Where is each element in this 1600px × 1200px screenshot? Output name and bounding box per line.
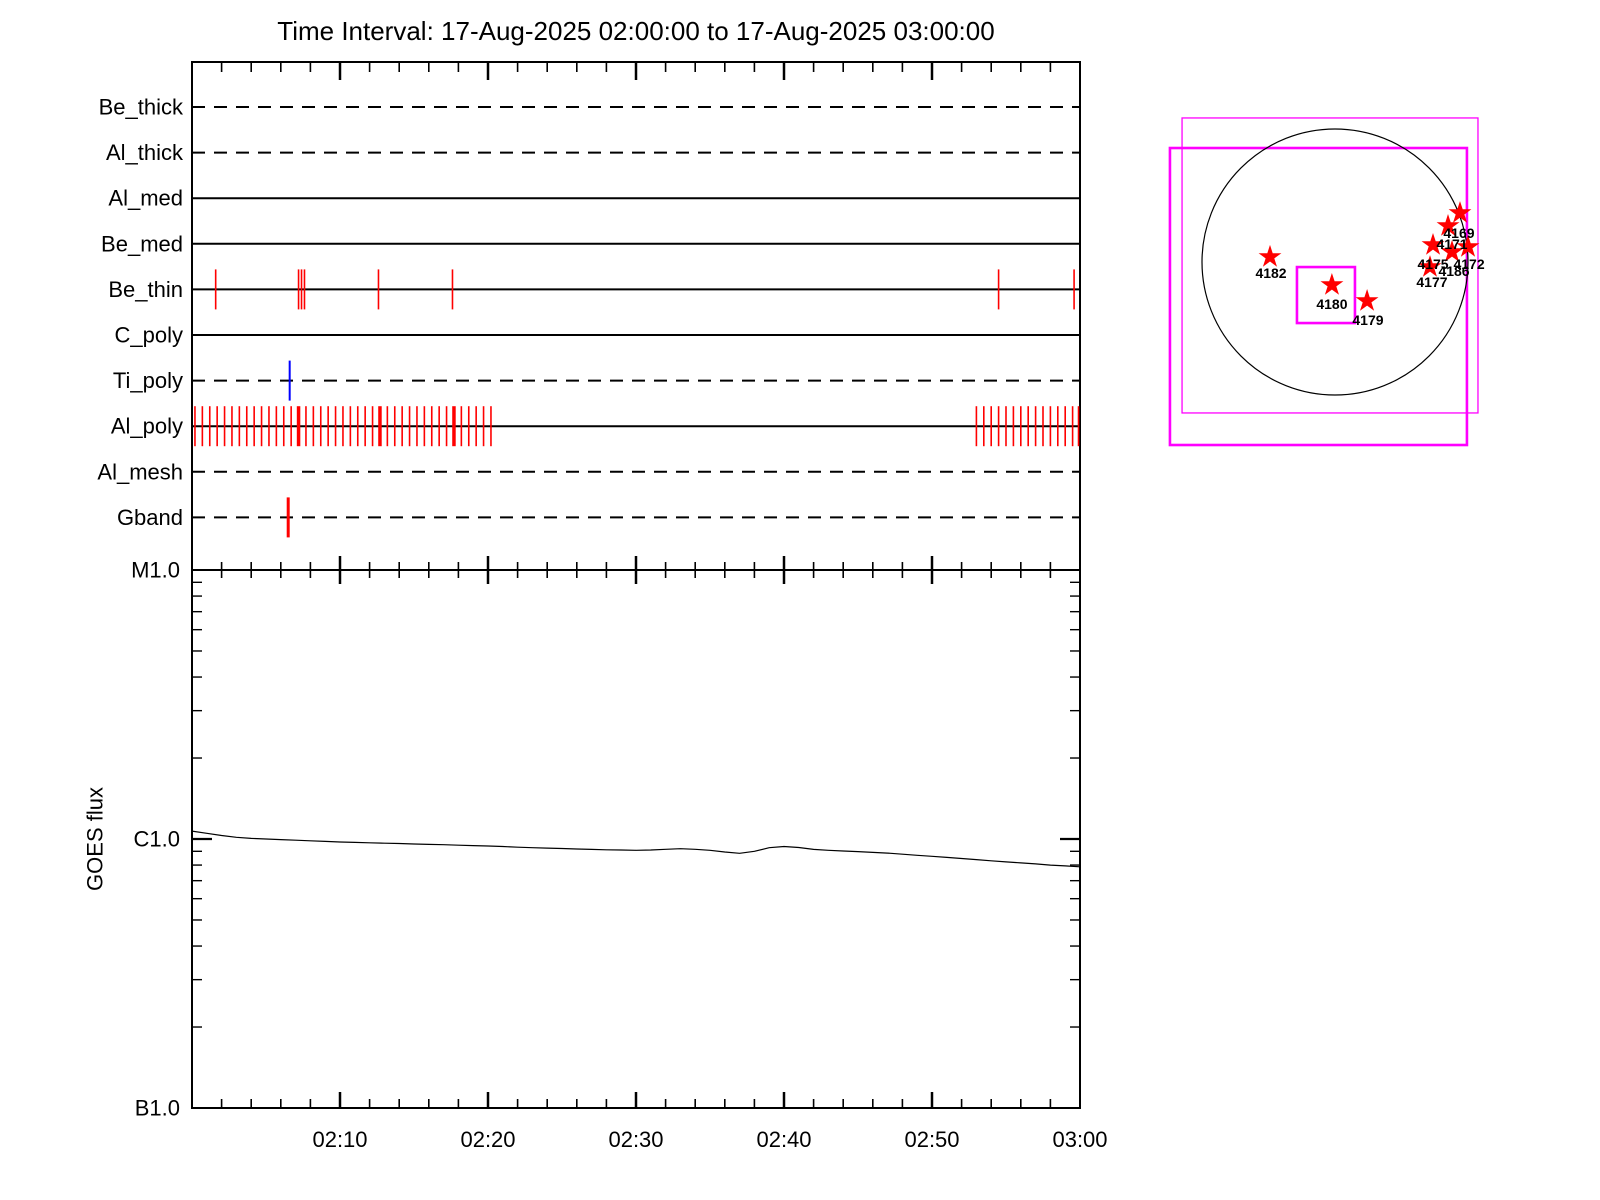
goes-panel: M1.0 C1.0 B1.0 02:10 02:20 02:30 02:40 02:50 03:… [83, 558, 1108, 1153]
fov-box-target [1295, 265, 1357, 325]
channel-label-al_poly: Al_poly [111, 414, 183, 439]
timeline-panel-border [191, 61, 1081, 571]
channel-label-al_mesh: Al_mesh [97, 459, 183, 484]
y-tick-label-m1.0: M1.0 [131, 558, 180, 583]
channel-label-gband: Gband [117, 505, 183, 530]
solar-limb-circle [1201, 128, 1469, 396]
active-region-label-4179: 4179 [1352, 312, 1383, 328]
active-region-star-4180 [1320, 273, 1344, 295]
active-region-star-4172 [1456, 235, 1480, 257]
channel-label-be_med: Be_med [101, 231, 183, 256]
fov-box-outer-thick [1168, 146, 1469, 447]
y-tick-label-b1.0: B1.0 [135, 1096, 180, 1121]
goes-flux-curve [191, 830, 1081, 868]
active-region-label-4177: 4177 [1416, 274, 1447, 290]
fov-box-outer-thin [1181, 117, 1479, 414]
active-region-label-4175: 4175 [1417, 256, 1448, 272]
active-region-star-4186 [1440, 240, 1464, 262]
channel-label-be_thin: Be_thin [108, 277, 183, 302]
goes-panel-border [191, 569, 1081, 1109]
active-region-label-4182: 4182 [1255, 265, 1286, 281]
y-tick-label-c1.0: C1.0 [134, 827, 180, 852]
channel-label-be_thick: Be_thick [99, 95, 184, 120]
active-region-label-4186: 4186 [1438, 263, 1469, 279]
timeline-panel: Be_thick Al_thick Al_med Be_med Be_thin C_pol… [97, 61, 1081, 584]
x-tick-label: 02:30 [608, 1127, 663, 1152]
x-tick-label: 03:00 [1052, 1127, 1107, 1152]
active-region-star-4175 [1421, 233, 1445, 255]
page-title: Time Interval: 17-Aug-2025 02:00:00 to 1… [277, 16, 995, 46]
active-region-label-4169: 4169 [1443, 225, 1474, 241]
x-tick-label: 02:20 [460, 1127, 515, 1152]
channel-label-ti_poly: Ti_poly [113, 368, 183, 393]
channel-label-al_thick: Al_thick [106, 140, 184, 165]
active-region-star-4171 [1436, 214, 1460, 236]
x-tick-label: 02:10 [312, 1127, 367, 1152]
channel-label-al_med: Al_med [108, 186, 183, 211]
active-region-star-4177 [1418, 255, 1442, 277]
active-region-star-4169 [1448, 201, 1472, 223]
x-tick-label: 02:40 [756, 1127, 811, 1152]
active-region-label-4171: 4171 [1436, 236, 1467, 252]
x-tick-label: 02:50 [904, 1127, 959, 1152]
active-region-label-4172: 4172 [1453, 256, 1484, 272]
active-region-star-4182 [1258, 244, 1282, 267]
goes-y-axis-title: GOES flux [83, 787, 108, 891]
active-region-label-4180: 4180 [1316, 296, 1347, 312]
channel-label-c_poly: C_poly [115, 323, 183, 348]
active-region-star-4179 [1355, 289, 1379, 311]
